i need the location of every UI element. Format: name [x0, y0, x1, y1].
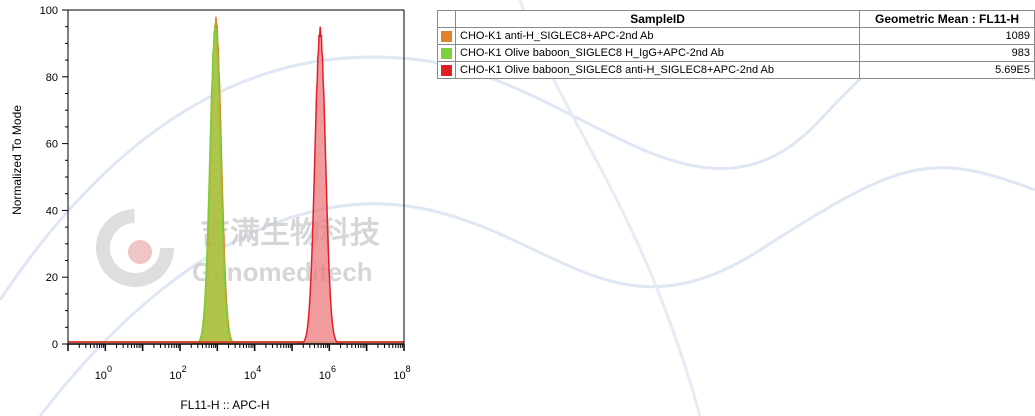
y-tick-label: 20 — [46, 272, 58, 284]
x-tick-label: 108 — [393, 364, 410, 382]
series-swatch-orange — [441, 30, 452, 42]
sample-id-cell: CHO-K1 anti-H_SIGLEC8+APC-2nd Ab — [454, 27, 861, 45]
table-header-row: SampleID Geometric Mean : FL11-H — [437, 10, 1035, 28]
histogram-area-2 — [296, 26, 344, 344]
table-row: CHO-K1 Olive baboon_SIGLEC8 H_IgG+APC-2n… — [437, 44, 1035, 62]
histogram-chart: Normalized To Mode FL11-H :: APC-H 吉满生物科… — [10, 5, 411, 412]
y-tick-label: 60 — [46, 139, 58, 151]
geometric-mean-cell: 1089 — [859, 27, 1035, 45]
y-tick-label: 80 — [46, 72, 58, 84]
y-tick-label: 40 — [46, 205, 58, 217]
header-geometric-mean: Geometric Mean : FL11-H — [859, 10, 1035, 28]
table-row: CHO-K1 Olive baboon_SIGLEC8 anti-H_SIGLE… — [437, 61, 1035, 79]
table-row: CHO-K1 anti-H_SIGLEC8+APC-2nd Ab 1089 — [437, 27, 1035, 45]
y-axis-title: Normalized To Mode — [10, 105, 24, 215]
watermark-cn: 吉满生物科技 — [200, 216, 380, 251]
y-tick-label: 0 — [52, 339, 58, 351]
histogram-area-1 — [191, 23, 239, 345]
watermark-logo — [96, 209, 174, 287]
header-sample-id: SampleID — [454, 10, 861, 28]
header-swatch — [437, 10, 456, 28]
histogram-line-1 — [68, 23, 405, 343]
x-tick-label: 100 — [95, 364, 112, 382]
histogram-line-2 — [68, 26, 405, 343]
series-swatch-green — [441, 47, 452, 59]
geometric-mean-cell: 5.69E5 — [859, 61, 1035, 79]
x-tick-label: 102 — [169, 364, 186, 382]
histogram-line-0 — [68, 16, 405, 343]
x-tick-label: 106 — [319, 364, 336, 382]
x-tick-label: 104 — [244, 364, 261, 382]
sample-id-cell: CHO-K1 Olive baboon_SIGLEC8 anti-H_SIGLE… — [454, 61, 861, 79]
series-swatch-red — [441, 64, 452, 76]
y-tick-label: 100 — [40, 5, 58, 17]
x-axis-title: FL11-H :: APC-H — [180, 398, 269, 412]
statistics-table: SampleID Geometric Mean : FL11-H CHO-K1 … — [437, 10, 1035, 79]
sample-id-cell: CHO-K1 Olive baboon_SIGLEC8 H_IgG+APC-2n… — [454, 44, 861, 62]
geometric-mean-cell: 983 — [859, 44, 1035, 62]
